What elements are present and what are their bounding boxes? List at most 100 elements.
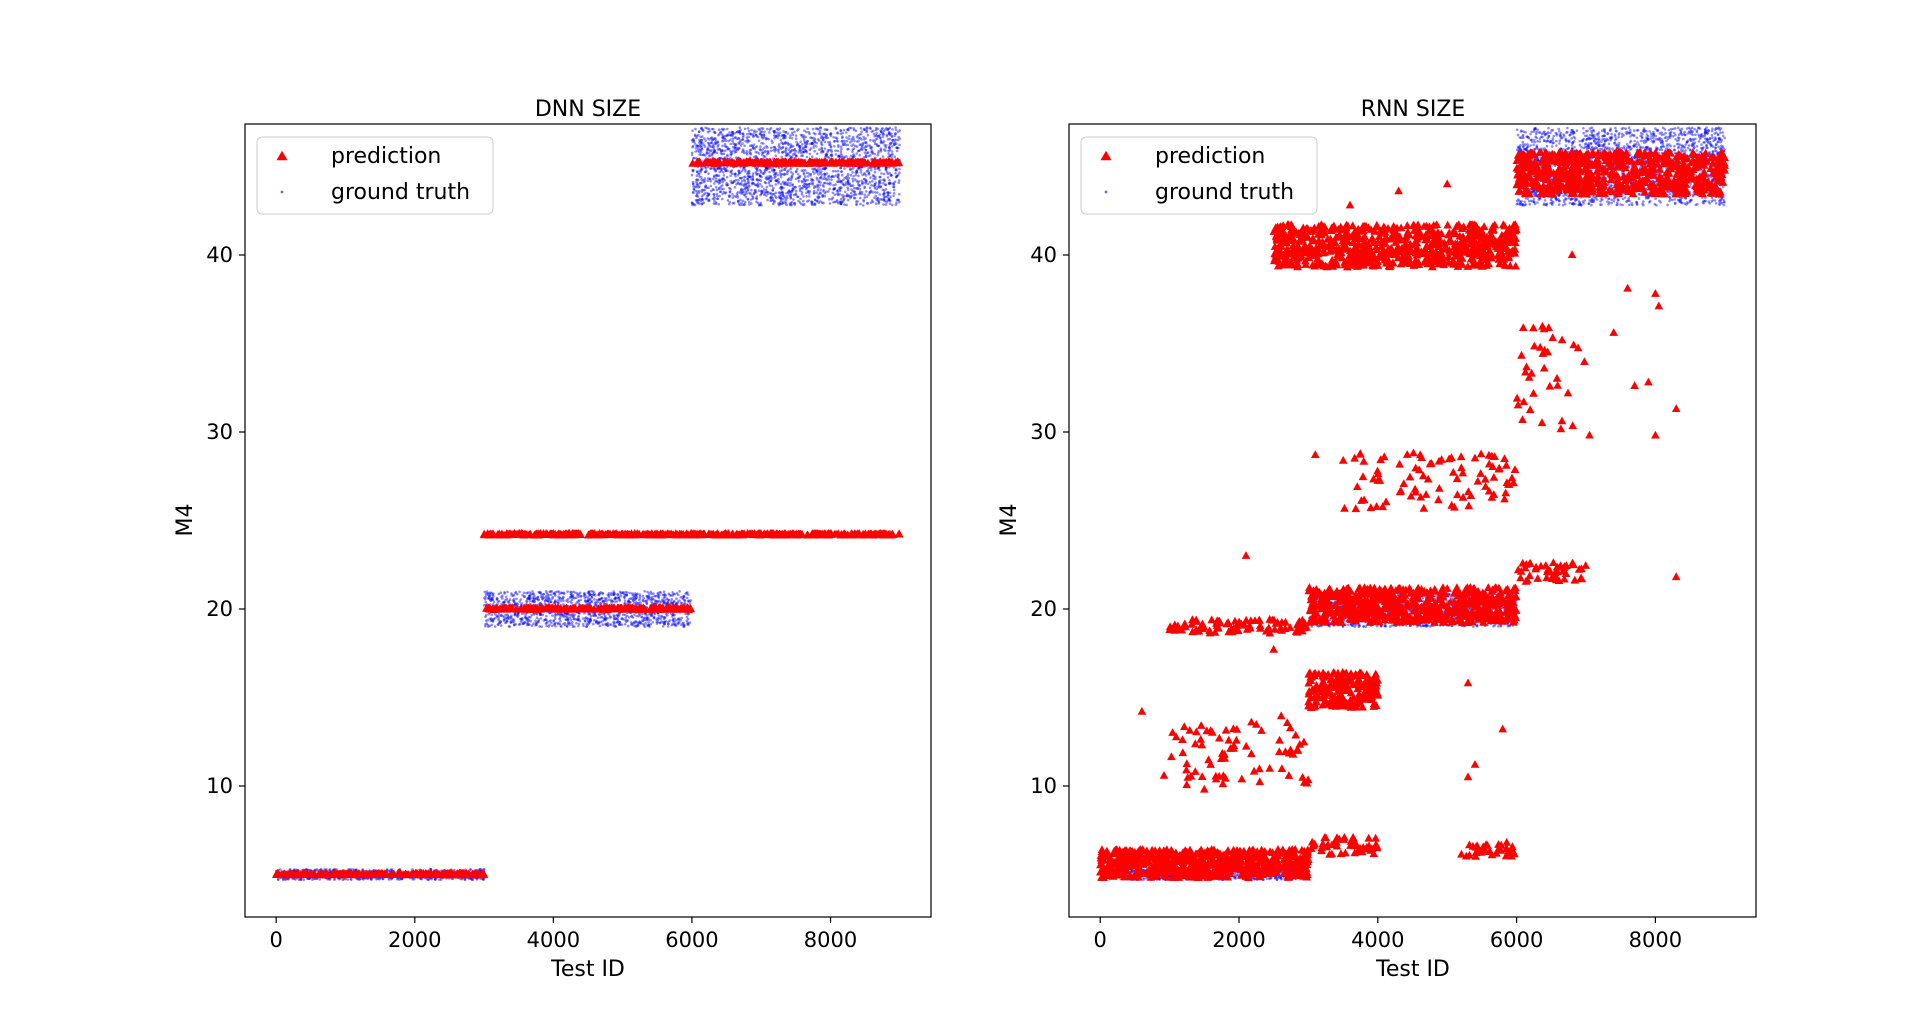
ground-truth-point	[707, 199, 710, 202]
ground-truth-point	[588, 618, 592, 621]
ground-truth-point	[865, 141, 868, 145]
ground-truth-point	[845, 139, 849, 143]
ground-truth-point	[866, 182, 870, 186]
ground-truth-point	[709, 154, 712, 157]
ground-truth-point	[700, 138, 704, 142]
ground-truth-point	[562, 615, 565, 618]
ground-truth-point	[790, 175, 793, 178]
ground-truth-point	[495, 598, 499, 601]
ground-truth-point	[370, 878, 373, 882]
ground-truth-point	[774, 183, 778, 186]
ground-truth-point	[670, 612, 673, 615]
ground-truth-point	[759, 148, 762, 152]
ground-truth-point	[784, 130, 788, 134]
ground-truth-point	[893, 138, 896, 142]
ground-truth-point	[375, 877, 378, 881]
ground-truth-point	[819, 175, 823, 179]
ground-truth-point	[702, 143, 706, 146]
ground-truth-point	[425, 877, 429, 881]
ground-truth-point	[718, 178, 722, 181]
ground-truth-point	[619, 594, 623, 598]
ground-truth-point	[787, 143, 790, 146]
ground-truth-point	[837, 145, 840, 149]
ground-truth-point	[756, 184, 760, 188]
ground-truth-point	[666, 614, 669, 617]
ground-truth-point	[585, 622, 588, 625]
ground-truth-point	[587, 590, 591, 593]
ground-truth-point	[860, 146, 863, 149]
ground-truth-point	[337, 877, 341, 881]
ground-truth-point	[660, 615, 664, 618]
ground-truth-point	[554, 590, 557, 594]
ground-truth-point	[852, 154, 855, 157]
ground-truth-point	[568, 596, 572, 599]
ground-truth-point	[616, 616, 619, 619]
ground-truth-point	[859, 126, 863, 130]
ground-truth-point	[768, 180, 771, 183]
ground-truth-point	[668, 619, 671, 622]
ground-truth-point	[582, 624, 585, 628]
ground-truth-point	[877, 200, 881, 204]
ground-truth-point	[633, 598, 637, 601]
ground-truth-point	[859, 168, 863, 172]
ground-truth-point	[698, 181, 702, 185]
ground-truth-point	[831, 196, 835, 199]
ground-truth-point	[577, 595, 580, 599]
ground-truth-point	[880, 172, 883, 175]
ground-truth-point	[389, 878, 393, 881]
ground-truth-point	[615, 614, 619, 617]
ground-truth-point	[528, 623, 531, 627]
ground-truth-point	[829, 183, 832, 186]
ground-truth-point	[624, 616, 628, 619]
ground-truth-point	[832, 187, 836, 191]
ground-truth-point	[848, 134, 851, 138]
ground-truth-point	[751, 196, 755, 199]
ground-truth-point	[892, 188, 896, 192]
ground-truth-point	[479, 868, 482, 871]
ground-truth-point	[780, 169, 784, 172]
ground-truth-point	[671, 613, 675, 617]
ground-truth-point	[808, 152, 812, 156]
ground-truth-point	[486, 623, 490, 627]
ground-truth-point	[784, 142, 787, 145]
ground-truth-point	[786, 181, 790, 185]
ground-truth-point	[706, 127, 709, 130]
ground-truth-point	[701, 178, 705, 182]
ground-truth-point	[561, 603, 565, 606]
ground-truth-point	[736, 178, 740, 182]
ground-truth-point	[869, 138, 872, 142]
ground-truth-point	[618, 621, 622, 624]
ground-truth-point	[888, 179, 891, 182]
ground-truth-point	[600, 615, 604, 619]
ground-truth-point	[633, 596, 636, 599]
ground-truth-point	[484, 592, 488, 596]
ground-truth-point	[888, 154, 892, 157]
ground-truth-point	[704, 167, 708, 170]
ground-truth-point	[864, 179, 868, 183]
ground-truth-point	[578, 591, 582, 595]
ground-truth-point	[571, 614, 575, 617]
ground-truth-point	[801, 143, 804, 146]
ground-truth-point	[686, 617, 690, 621]
ground-truth-point	[731, 196, 734, 200]
ground-truth-point	[656, 600, 660, 603]
ground-truth-point	[537, 618, 541, 621]
ground-truth-point	[680, 623, 683, 627]
ground-truth-point	[509, 615, 512, 619]
ground-truth-point	[681, 596, 684, 599]
ground-truth-point	[828, 202, 832, 205]
ground-truth-point	[846, 128, 849, 131]
ground-truth-point	[853, 186, 856, 190]
ground-truth-point	[515, 597, 518, 601]
ground-truth-point	[503, 592, 507, 595]
ground-truth-point	[536, 621, 539, 624]
ground-truth-point	[897, 179, 901, 182]
ground-truth-point	[773, 173, 776, 177]
ground-truth-point	[794, 170, 798, 174]
ground-truth-point	[669, 600, 673, 603]
ground-truth-point	[786, 178, 790, 181]
ground-truth-point	[802, 177, 806, 181]
ground-truth-point	[877, 184, 881, 187]
ground-truth-point	[670, 598, 674, 601]
